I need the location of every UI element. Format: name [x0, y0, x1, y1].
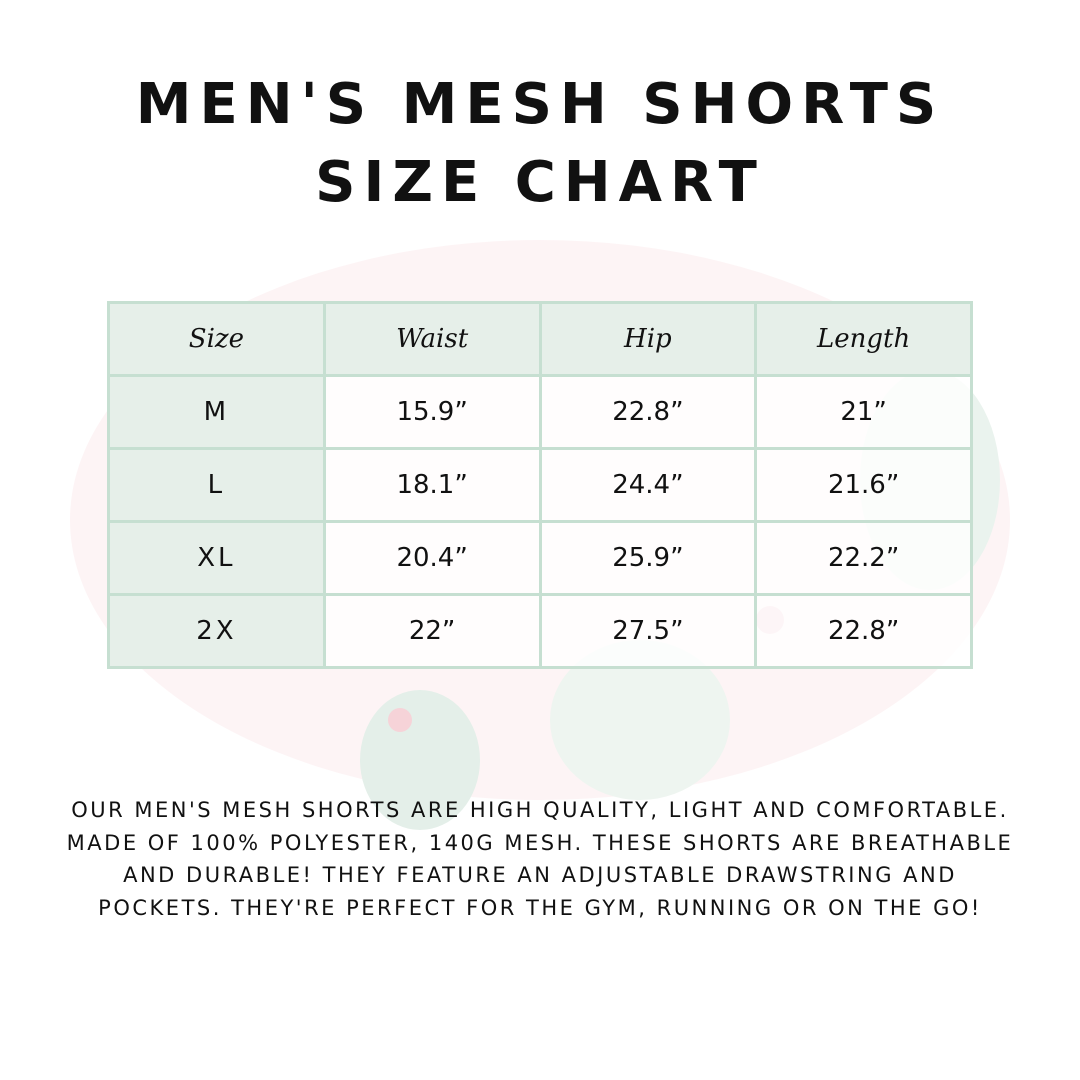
waist-cell: 15.9” — [322, 374, 542, 450]
waist-cell: 18.1” — [322, 447, 542, 523]
size-cell: L — [107, 447, 326, 523]
title-line-2: Size Chart — [315, 150, 765, 215]
table-header-row: Size Waist Hip Length — [107, 301, 973, 377]
hip-cell: 27.5” — [538, 593, 758, 669]
table-row: 2X 22” 27.5” 22.8” — [107, 593, 973, 669]
hip-cell: 25.9” — [538, 520, 758, 596]
size-cell: M — [107, 374, 326, 450]
title-line-1: Men's Mesh Shorts — [135, 72, 945, 137]
size-cell: XL — [107, 520, 326, 596]
product-description: Our men's mesh shorts are high quality, … — [66, 798, 1014, 920]
length-cell: 21.6” — [754, 447, 973, 523]
header-waist: Waist — [322, 301, 542, 377]
size-chart-table: Size Waist Hip Length M 15.9” 22.8” 21” … — [107, 301, 973, 669]
length-cell: 22.2” — [754, 520, 973, 596]
table-row: M 15.9” 22.8” 21” — [107, 374, 973, 450]
page-title: Men's Mesh Shorts Size Chart — [0, 66, 1080, 222]
hip-cell: 24.4” — [538, 447, 758, 523]
hip-cell: 22.8” — [538, 374, 758, 450]
table-row: L 18.1” 24.4” 21.6” — [107, 447, 973, 523]
waist-cell: 20.4” — [322, 520, 542, 596]
waist-cell: 22” — [322, 593, 542, 669]
length-cell: 21” — [754, 374, 973, 450]
length-cell: 22.8” — [754, 593, 973, 669]
header-length: Length — [754, 301, 973, 377]
table-row: XL 20.4” 25.9” 22.2” — [107, 520, 973, 596]
header-hip: Hip — [538, 301, 758, 377]
size-cell: 2X — [107, 593, 326, 669]
header-size: Size — [107, 301, 326, 377]
